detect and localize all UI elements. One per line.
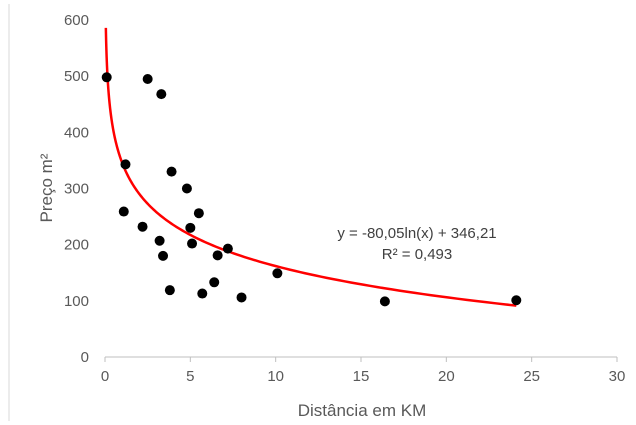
data-point bbox=[154, 235, 165, 246]
data-point bbox=[181, 183, 192, 194]
data-point bbox=[511, 295, 522, 306]
data-point bbox=[166, 166, 177, 177]
x-tick-label: 25 bbox=[523, 368, 540, 385]
y-tick-label: 200 bbox=[64, 237, 89, 254]
trendline-r-squared: R² = 0,493 bbox=[382, 246, 452, 263]
data-point bbox=[164, 285, 175, 296]
data-point bbox=[272, 268, 283, 279]
x-tick-label: 10 bbox=[267, 368, 284, 385]
data-point bbox=[185, 222, 196, 233]
data-point bbox=[193, 208, 204, 219]
trendline-curve bbox=[104, 27, 517, 307]
y-tick-label: 100 bbox=[64, 293, 89, 310]
y-tick-label: 500 bbox=[64, 68, 89, 85]
data-point bbox=[120, 159, 131, 170]
data-point bbox=[209, 277, 220, 288]
chart-labels: y = -80,05ln(x) + 346,21 R² = 0,493 Dist… bbox=[37, 153, 497, 420]
data-point bbox=[156, 89, 167, 100]
data-point bbox=[142, 73, 153, 84]
x-tick-label: 30 bbox=[609, 368, 626, 385]
y-tick-label: 300 bbox=[64, 181, 89, 198]
x-tick-label: 5 bbox=[186, 368, 194, 385]
trendline-equation: y = -80,05ln(x) + 346,21 bbox=[337, 225, 496, 242]
y-tick-label: 600 bbox=[64, 12, 89, 29]
data-point bbox=[118, 206, 129, 217]
data-point bbox=[236, 292, 247, 303]
data-points bbox=[101, 72, 522, 307]
x-tick-label: 20 bbox=[438, 368, 455, 385]
data-point bbox=[197, 288, 208, 299]
y-tick-label: 400 bbox=[64, 124, 89, 141]
data-point bbox=[158, 250, 169, 261]
y-tick-label: 0 bbox=[81, 349, 89, 366]
data-point bbox=[379, 296, 390, 307]
data-point bbox=[187, 238, 198, 249]
x-tick-label: 0 bbox=[101, 368, 109, 385]
data-point bbox=[212, 250, 223, 261]
data-point bbox=[137, 221, 148, 232]
y-axis-title: Preço m² bbox=[37, 153, 56, 222]
x-axis-title: Distância em KM bbox=[298, 401, 426, 420]
data-point bbox=[222, 243, 233, 254]
data-point bbox=[101, 72, 112, 83]
trendline-group bbox=[104, 27, 517, 307]
x-tick-label: 15 bbox=[353, 368, 370, 385]
